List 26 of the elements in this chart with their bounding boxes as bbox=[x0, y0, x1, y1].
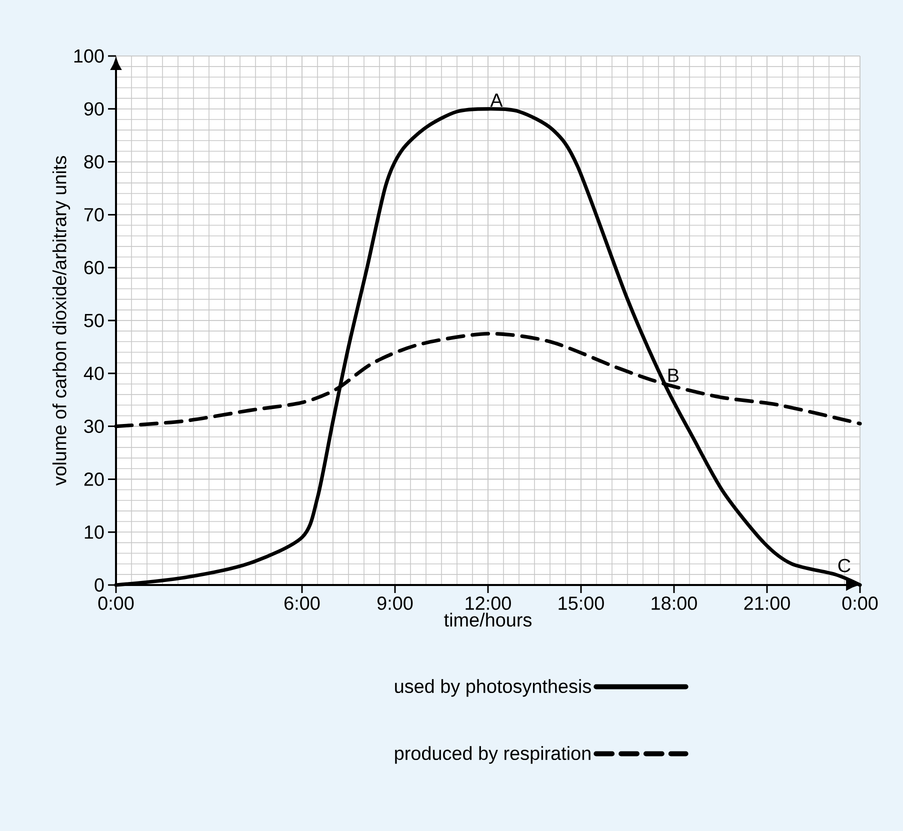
x-tick-label: 6:00 bbox=[284, 596, 320, 610]
x-axis-title: time/hours bbox=[444, 612, 532, 627]
x-tick-label: 12:00 bbox=[466, 596, 511, 610]
y-tick-label: 60 bbox=[84, 260, 104, 274]
legend-label: used by photosynthesis bbox=[395, 679, 591, 697]
x-tick-label: 0:00 bbox=[98, 596, 134, 610]
x-tick-label: 21:00 bbox=[744, 596, 790, 610]
y-axis-title: volume of carbon dioxide/arbitrary units bbox=[52, 156, 70, 486]
annotation: C bbox=[838, 558, 850, 572]
x-tick-label: 0:00 bbox=[842, 596, 878, 610]
y-tick-label: 70 bbox=[84, 208, 104, 222]
y-tick-label: 20 bbox=[84, 472, 104, 486]
y-tick-label: 90 bbox=[84, 102, 104, 116]
y-tick-label: 0 bbox=[94, 578, 104, 592]
y-tick-label: 40 bbox=[84, 366, 104, 380]
y-tick-label: 100 bbox=[74, 49, 104, 63]
y-tick-label: 30 bbox=[84, 420, 104, 433]
legend-label: produced by respiration bbox=[395, 746, 590, 764]
y-tick-label: 10 bbox=[84, 525, 104, 539]
x-tick-label: 9:00 bbox=[377, 596, 413, 610]
x-tick-label: 15:00 bbox=[558, 596, 604, 610]
y-tick-label: 80 bbox=[84, 155, 104, 168]
annotation: B bbox=[668, 368, 679, 382]
x-tick-label: 18:00 bbox=[652, 596, 697, 610]
annotation: A bbox=[490, 94, 503, 107]
y-tick-label: 50 bbox=[84, 314, 104, 328]
